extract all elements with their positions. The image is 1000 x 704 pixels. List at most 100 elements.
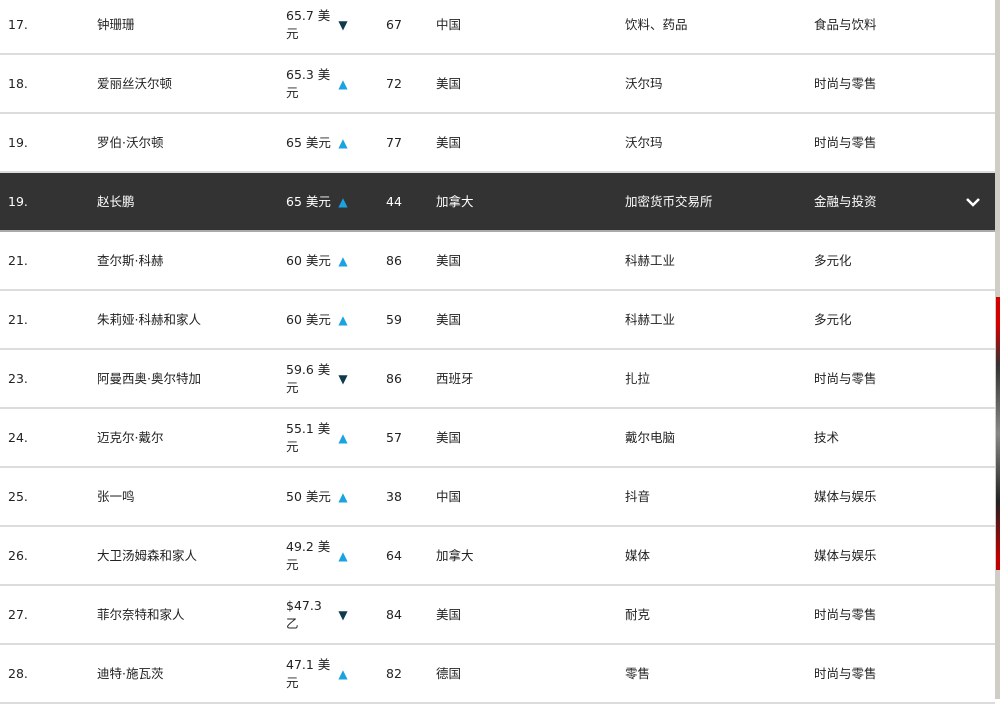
age-cell: 86 bbox=[386, 252, 402, 268]
name-cell: 菲尔奈特和家人 bbox=[97, 606, 185, 622]
country-cell: 中国 bbox=[436, 16, 462, 32]
net-worth-cell: 55.1 美元 bbox=[286, 420, 331, 454]
industry-cell: 食品与饮料 bbox=[814, 16, 877, 32]
industry-cell: 时尚与零售 bbox=[814, 134, 877, 150]
table-row[interactable]: 27. 菲尔奈特和家人 $47.3 乙 84 美国 耐克 时尚与零售 ▼ bbox=[0, 586, 995, 645]
rank-cell: 26. bbox=[8, 547, 28, 563]
table-row[interactable]: 23. 阿曼西奥·奥尔特加 59.6 美元 86 西班牙 扎拉 时尚与零售 ▼ bbox=[0, 350, 995, 409]
industry-cell: 金融与投资 bbox=[814, 193, 877, 209]
table-row[interactable]: 19. 赵长鹏 65 美元 44 加拿大 加密货币交易所 金融与投资 ▲ bbox=[0, 173, 995, 232]
triangle-up-icon: ▲ bbox=[338, 548, 348, 563]
country-cell: 中国 bbox=[436, 488, 462, 504]
age-cell: 64 bbox=[386, 547, 402, 563]
source-cell: 沃尔玛 bbox=[625, 75, 663, 91]
net-worth-cell: 65 美元 bbox=[286, 134, 331, 150]
net-worth-cell: 65 美元 bbox=[286, 193, 331, 209]
table-row[interactable]: 21. 查尔斯·科赫 60 美元 86 美国 科赫工业 多元化 ▲ bbox=[0, 232, 995, 291]
name-cell: 阿曼西奥·奥尔特加 bbox=[97, 370, 201, 386]
age-cell: 86 bbox=[386, 370, 402, 386]
triangle-up-icon: ▲ bbox=[338, 135, 348, 150]
net-worth-cell: $47.3 乙 bbox=[286, 597, 322, 631]
country-cell: 德国 bbox=[436, 665, 462, 681]
net-worth-cell: 65.7 美元 bbox=[286, 7, 331, 41]
side-image-strip bbox=[995, 0, 1000, 699]
industry-cell: 技术 bbox=[814, 429, 840, 445]
net-worth-cell: 50 美元 bbox=[286, 488, 331, 504]
triangle-up-icon: ▲ bbox=[338, 489, 348, 504]
table-row[interactable]: 25. 张一鸣 50 美元 38 中国 抖音 媒体与娱乐 ▲ bbox=[0, 468, 995, 527]
rank-cell: 19. bbox=[8, 134, 28, 150]
industry-cell: 时尚与零售 bbox=[814, 75, 877, 91]
source-cell: 抖音 bbox=[625, 488, 651, 504]
name-cell: 赵长鹏 bbox=[97, 193, 135, 209]
table-row[interactable]: 24. 迈克尔·戴尔 55.1 美元 57 美国 戴尔电脑 技术 ▲ bbox=[0, 409, 995, 468]
name-cell: 钟珊珊 bbox=[97, 16, 135, 32]
net-worth-cell: 59.6 美元 bbox=[286, 361, 331, 395]
rank-cell: 17. bbox=[8, 16, 28, 32]
triangle-up-icon: ▲ bbox=[338, 430, 348, 445]
name-cell: 大卫汤姆森和家人 bbox=[97, 547, 198, 563]
rank-cell: 19. bbox=[8, 193, 28, 209]
triangle-up-icon: ▲ bbox=[338, 312, 348, 327]
table-row[interactable]: 28. 迪特·施瓦茨 47.1 美元 82 德国 零售 时尚与零售 ▲ bbox=[0, 645, 995, 704]
triangle-up-icon: ▲ bbox=[338, 666, 348, 681]
age-cell: 67 bbox=[386, 16, 402, 32]
name-cell: 爱丽丝沃尔顿 bbox=[97, 75, 173, 91]
triangle-down-icon: ▼ bbox=[338, 607, 348, 622]
industry-cell: 时尚与零售 bbox=[814, 370, 877, 386]
country-cell: 美国 bbox=[436, 75, 462, 91]
source-cell: 科赫工业 bbox=[625, 252, 676, 268]
table-row[interactable]: 19. 罗伯·沃尔顿 65 美元 77 美国 沃尔玛 时尚与零售 ▲ bbox=[0, 114, 995, 173]
source-cell: 加密货币交易所 bbox=[625, 193, 713, 209]
rank-cell: 18. bbox=[8, 75, 28, 91]
name-cell: 罗伯·沃尔顿 bbox=[97, 134, 164, 150]
chevron-down-icon[interactable] bbox=[962, 173, 984, 230]
source-cell: 沃尔玛 bbox=[625, 134, 663, 150]
rank-cell: 27. bbox=[8, 606, 28, 622]
source-cell: 媒体 bbox=[625, 547, 651, 563]
industry-cell: 多元化 bbox=[814, 252, 852, 268]
age-cell: 44 bbox=[386, 193, 402, 209]
net-worth-cell: 65.3 美元 bbox=[286, 66, 331, 100]
rank-cell: 21. bbox=[8, 311, 28, 327]
age-cell: 72 bbox=[386, 75, 402, 91]
country-cell: 西班牙 bbox=[436, 370, 474, 386]
table-row[interactable]: 26. 大卫汤姆森和家人 49.2 美元 64 加拿大 媒体 媒体与娱乐 ▲ bbox=[0, 527, 995, 586]
age-cell: 59 bbox=[386, 311, 402, 327]
net-worth-cell: 60 美元 bbox=[286, 252, 331, 268]
industry-cell: 时尚与零售 bbox=[814, 665, 877, 681]
name-cell: 查尔斯·科赫 bbox=[97, 252, 164, 268]
country-cell: 美国 bbox=[436, 134, 462, 150]
source-cell: 扎拉 bbox=[625, 370, 651, 386]
net-worth-cell: 49.2 美元 bbox=[286, 538, 331, 572]
country-cell: 加拿大 bbox=[436, 193, 474, 209]
table-row[interactable]: 21. 朱莉娅·科赫和家人 60 美元 59 美国 科赫工业 多元化 ▲ bbox=[0, 291, 995, 350]
industry-cell: 媒体与娱乐 bbox=[814, 488, 877, 504]
age-cell: 38 bbox=[386, 488, 402, 504]
name-cell: 迈克尔·戴尔 bbox=[97, 429, 164, 445]
industry-cell: 媒体与娱乐 bbox=[814, 547, 877, 563]
age-cell: 57 bbox=[386, 429, 402, 445]
net-worth-cell: 47.1 美元 bbox=[286, 656, 331, 690]
country-cell: 美国 bbox=[436, 252, 462, 268]
rank-cell: 21. bbox=[8, 252, 28, 268]
triangle-up-icon: ▲ bbox=[338, 194, 348, 209]
age-cell: 77 bbox=[386, 134, 402, 150]
source-cell: 科赫工业 bbox=[625, 311, 676, 327]
source-cell: 耐克 bbox=[625, 606, 651, 622]
name-cell: 迪特·施瓦茨 bbox=[97, 665, 164, 681]
rank-cell: 25. bbox=[8, 488, 28, 504]
triangle-down-icon: ▼ bbox=[338, 17, 348, 32]
triangle-up-icon: ▲ bbox=[338, 253, 348, 268]
net-worth-cell: 60 美元 bbox=[286, 311, 331, 327]
industry-cell: 多元化 bbox=[814, 311, 852, 327]
industry-cell: 时尚与零售 bbox=[814, 606, 877, 622]
country-cell: 美国 bbox=[436, 429, 462, 445]
age-cell: 84 bbox=[386, 606, 402, 622]
table-row[interactable]: 18. 爱丽丝沃尔顿 65.3 美元 72 美国 沃尔玛 时尚与零售 ▲ bbox=[0, 55, 995, 114]
source-cell: 饮料、药品 bbox=[625, 16, 688, 32]
country-cell: 美国 bbox=[436, 311, 462, 327]
age-cell: 82 bbox=[386, 665, 402, 681]
table-row[interactable]: 17. 钟珊珊 65.7 美元 67 中国 饮料、药品 食品与饮料 ▼ bbox=[0, 0, 995, 55]
